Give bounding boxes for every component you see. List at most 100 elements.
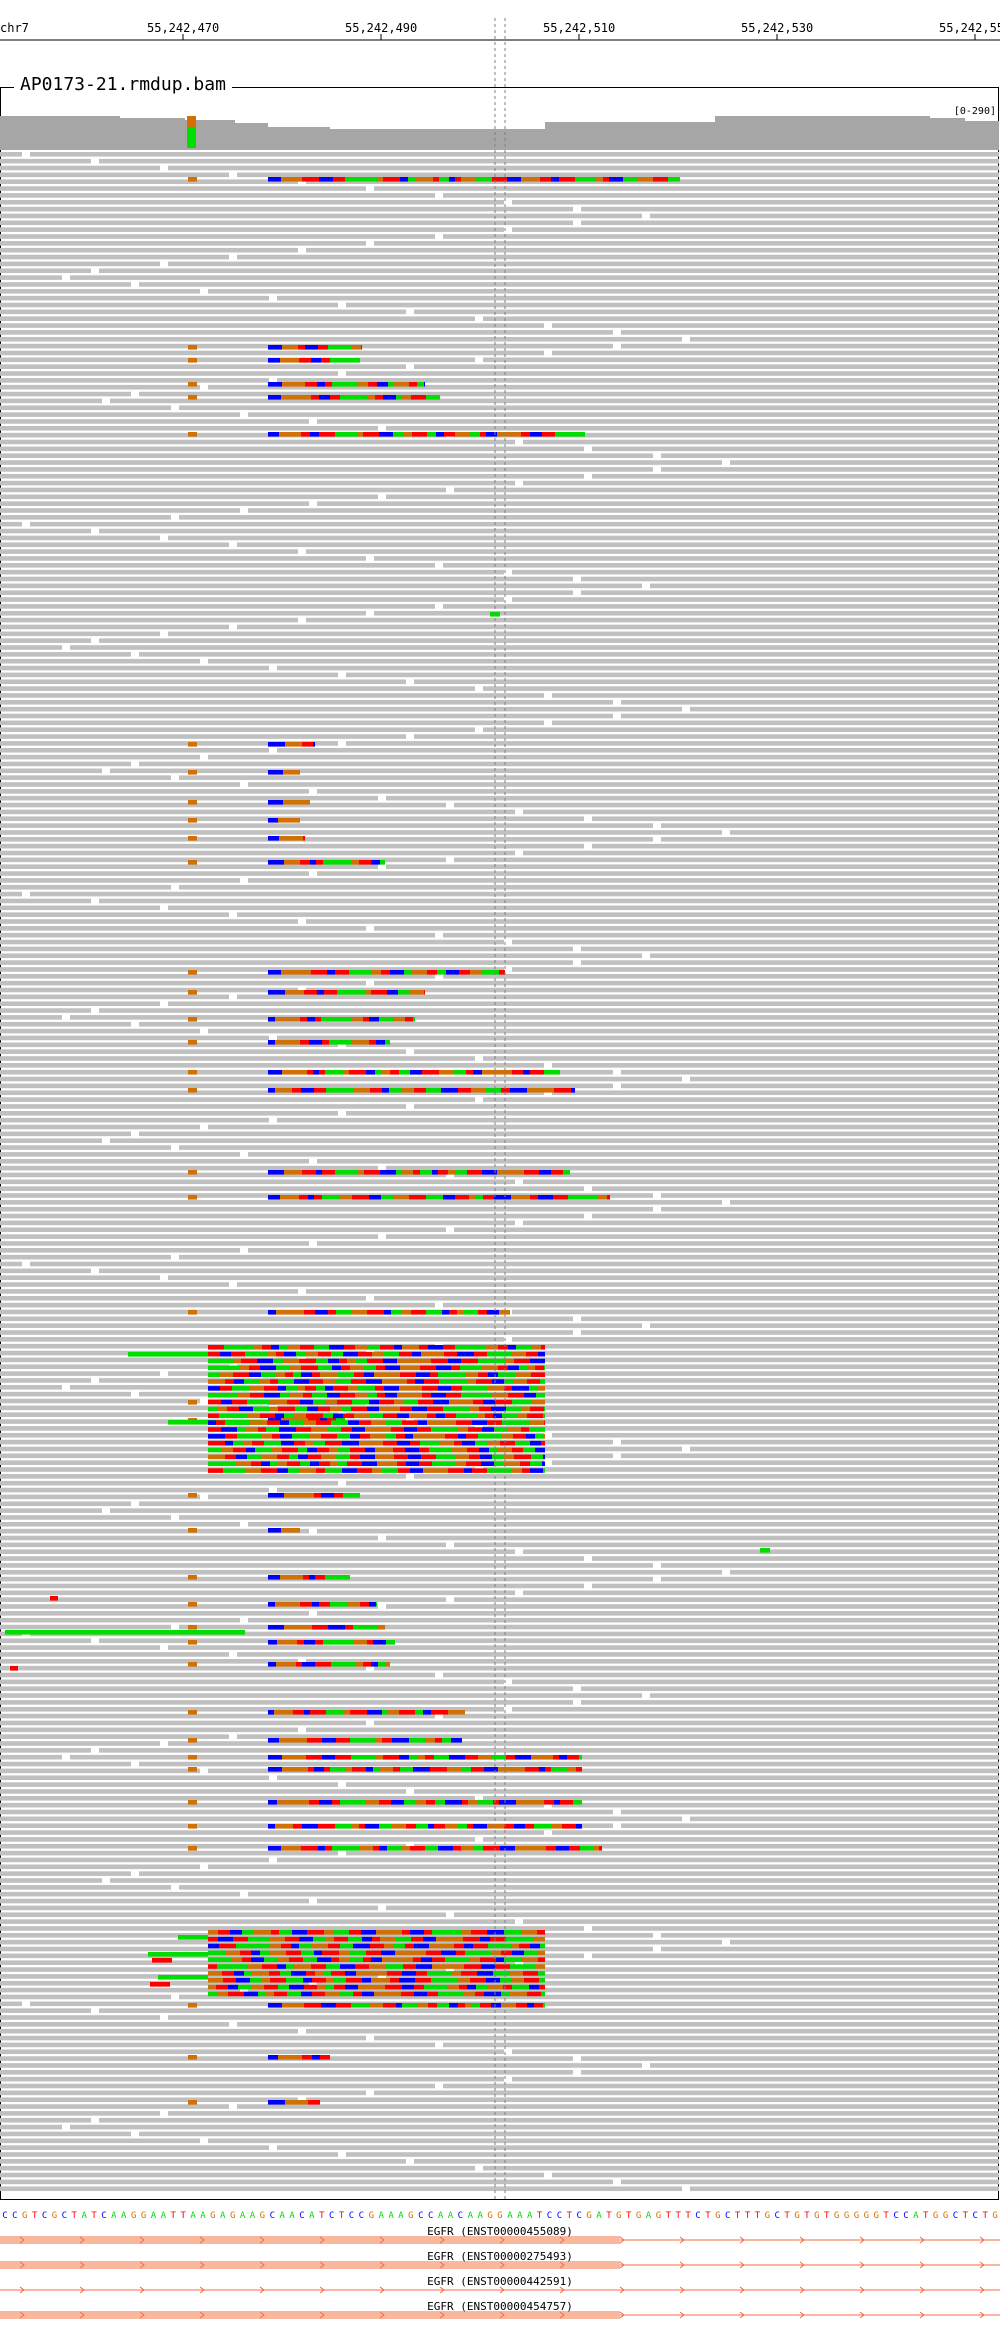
reference-base: A [913, 2211, 919, 2221]
read-mismatch-base [330, 395, 340, 400]
read-mismatch-base [370, 2003, 383, 2008]
read-mismatch-base [370, 1434, 386, 1439]
read-mismatch-base [319, 432, 335, 437]
read-mismatch-base [483, 1399, 495, 1405]
read-mismatch-base [527, 2003, 534, 2008]
read [139, 1021, 999, 1027]
read-mismatch-base [308, 1454, 321, 1460]
read-mismatch-base [188, 1400, 197, 1405]
read-mismatch-base [538, 1351, 545, 1357]
read-mismatch-base [414, 1984, 424, 1990]
read-mismatch-base [398, 1957, 413, 1962]
read-mismatch-base [512, 1351, 526, 1357]
read-mismatch-base [317, 382, 325, 387]
read-mismatch-base [445, 1413, 456, 1419]
read [0, 1624, 171, 1630]
read-mismatch-base [268, 1195, 280, 1200]
read-mismatch-base [521, 1964, 536, 1969]
read [317, 1898, 999, 1904]
strand-arrow [859, 2311, 865, 2319]
read-mismatch-base [359, 358, 360, 363]
read-mismatch-base [344, 1662, 356, 1667]
chromosome-label: chr7 [0, 21, 29, 35]
read-mismatch-base [382, 1379, 397, 1384]
read-mismatch-base [188, 1070, 197, 1075]
transcript-label-3[interactable]: EGFR (ENST00000442591) [427, 2275, 573, 2288]
read [0, 542, 229, 548]
read [0, 323, 544, 328]
read-mismatch-base [188, 395, 197, 400]
read-mismatch-base [336, 2003, 351, 2008]
transcript-label-2[interactable]: EGFR (ENST00000275493) [427, 2250, 573, 2263]
track-name[interactable]: AP0173-21.rmdup.bam [14, 74, 232, 95]
read-mismatch-base [394, 1345, 402, 1350]
read-mismatch-base [451, 1738, 462, 1743]
read [248, 1617, 999, 1623]
read-mismatch-base [579, 1755, 582, 1760]
read-mismatch-base [313, 1399, 325, 1405]
read-mismatch-base [409, 1413, 418, 1419]
read-mismatch-base [451, 1365, 460, 1371]
read-mismatch-base [304, 990, 317, 995]
read-mismatch-base [546, 1846, 556, 1851]
read [374, 1350, 999, 1356]
read-mismatch-base [291, 1971, 306, 1976]
read-mismatch-base [188, 970, 197, 975]
ruler-tick-2: 55,242,490 [345, 21, 418, 35]
read-mismatch-base [540, 1379, 545, 1384]
read-mismatch-base [534, 1824, 542, 1829]
read-mismatch-base [275, 1017, 291, 1022]
read-mismatch-base [543, 1755, 553, 1760]
read-mismatch-base [337, 1434, 350, 1439]
read [0, 1063, 544, 1068]
read-mismatch-base [360, 1738, 375, 1743]
read-mismatch-base [353, 1625, 370, 1630]
read-mismatch-base [301, 1372, 312, 1377]
read [179, 1515, 999, 1520]
read [0, 1802, 544, 1808]
read-mismatch-base [280, 1575, 288, 1580]
read [650, 583, 999, 589]
read-mismatch-base [451, 1386, 462, 1391]
read-mismatch-base [307, 1930, 324, 1935]
read [0, 658, 200, 664]
read [168, 1645, 999, 1650]
read [443, 1302, 999, 1308]
read [99, 1378, 999, 1383]
read [0, 693, 544, 698]
read-mismatch-base [299, 1767, 308, 1772]
read-mismatch-base [330, 358, 346, 363]
read-mismatch-base [351, 2003, 360, 2008]
read [0, 1028, 200, 1034]
read-mismatch-base [538, 1195, 553, 1200]
ruler-tick-4: 55,242,530 [741, 21, 814, 35]
read [179, 1145, 999, 1150]
read-mismatch-base [398, 990, 409, 995]
read-mismatch-base [225, 1434, 237, 1439]
transcript-label-1[interactable]: EGFR (ENST00000455089) [427, 2225, 573, 2238]
read-mismatch-base [254, 1930, 271, 1935]
read-mismatch-base [306, 1971, 315, 1976]
read-mismatch-base [275, 1088, 284, 1093]
read-mismatch-base [454, 1943, 464, 1949]
read-mismatch-base [516, 1345, 531, 1350]
read-mismatch-base [299, 358, 311, 363]
read [0, 1083, 613, 1089]
read [0, 1926, 584, 1931]
read-mismatch-base [188, 1170, 197, 1175]
read-mismatch-base [320, 2055, 330, 2060]
read [0, 1905, 378, 1911]
read-mismatch-base [249, 1372, 261, 1377]
read-mismatch-base [158, 1975, 208, 1980]
read-mismatch-base [268, 395, 281, 400]
read [443, 932, 999, 938]
transcript-label-4[interactable]: EGFR (ENST00000454757) [427, 2300, 573, 2313]
read-mismatch-base [432, 1957, 445, 1962]
strand-arrow [499, 2261, 505, 2269]
read [0, 1953, 584, 1959]
read-mismatch-base [270, 1399, 287, 1405]
read-mismatch-base [477, 1971, 493, 1976]
read [208, 2138, 999, 2144]
transcript-exon [0, 2236, 620, 2244]
read [0, 2049, 504, 2055]
